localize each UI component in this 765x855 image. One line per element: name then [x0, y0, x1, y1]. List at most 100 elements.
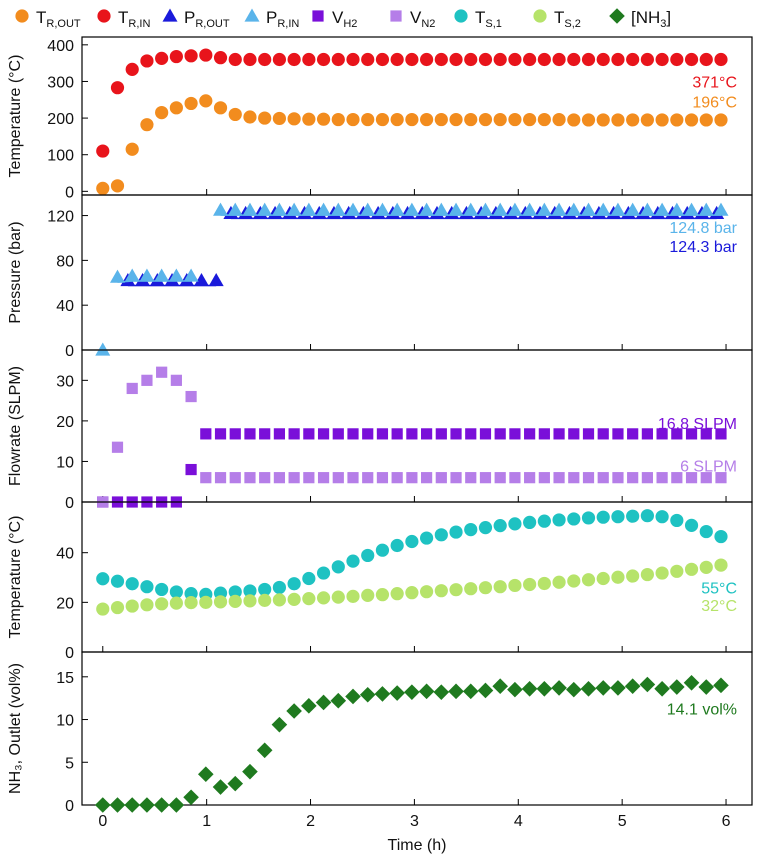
data-point [317, 472, 330, 484]
data-point [477, 682, 494, 699]
legend: TR,OUT TR,IN PR,OUT PR,IN VH2 VN2 TS,1 TS,2 [NH3… [15, 8, 671, 30]
data-point [272, 52, 287, 67]
panel-pressure: 0 40 80 120 Pressure (bar) 124.8 bar 124.3 bar [7, 194, 753, 360]
data-point [479, 472, 492, 484]
data-point [243, 584, 257, 598]
data-point [156, 366, 168, 378]
data-point [109, 269, 125, 283]
data-point [317, 428, 330, 440]
data-point [258, 593, 272, 607]
data-point [419, 585, 434, 599]
legend-subscript: R,IN [277, 18, 299, 30]
data-point [140, 54, 154, 68]
series-[NH3] [94, 674, 729, 813]
data-point [169, 49, 183, 64]
data-point [227, 775, 244, 792]
data-point [553, 428, 565, 440]
data-point [478, 112, 493, 127]
y-tick-label: 0 [65, 343, 74, 360]
data-point [435, 428, 447, 440]
data-point [640, 113, 654, 127]
data-point [494, 472, 506, 484]
data-point [316, 112, 331, 126]
legend-subscript: N2 [421, 18, 435, 30]
data-point [448, 202, 464, 216]
data-point [654, 202, 670, 216]
data-point [345, 202, 361, 216]
data-point [140, 118, 154, 132]
data-point [462, 683, 479, 700]
y-tick-label: 400 [47, 38, 74, 55]
data-point [212, 779, 229, 795]
data-point [537, 576, 551, 591]
data-point [302, 52, 316, 67]
data-point [419, 112, 434, 127]
legend-item: TR,IN [97, 8, 150, 30]
legend-subscript: 3 [660, 18, 666, 30]
legend-symbol: T [475, 8, 485, 27]
legend-tail: ] [666, 8, 671, 27]
y-tick-label: 0 [65, 645, 74, 662]
data-point [494, 428, 506, 440]
data-point [288, 472, 300, 484]
data-point [315, 694, 332, 711]
data-point [193, 273, 209, 287]
data-point [683, 674, 700, 691]
data-point [538, 472, 550, 484]
data-point [185, 390, 197, 403]
annotation: 55°C [701, 580, 737, 597]
y-tick-label: 100 [47, 148, 74, 165]
annotation: 32°C [701, 598, 737, 615]
data-point [213, 595, 228, 609]
data-point [478, 521, 493, 535]
data-point [96, 144, 110, 158]
data-point [567, 113, 581, 127]
data-point [699, 524, 713, 539]
data-point [110, 81, 125, 95]
data-point [700, 428, 712, 440]
data-point [610, 202, 626, 216]
legend-item: VH2 [312, 8, 357, 30]
legend-marker [454, 9, 468, 23]
data-point [684, 52, 699, 67]
data-point [96, 602, 110, 616]
data-point [507, 202, 523, 216]
data-point [406, 472, 418, 484]
data-point [508, 52, 522, 67]
data-point [568, 428, 580, 440]
data-point [655, 566, 669, 580]
annotation: 6 SLPM [680, 459, 737, 476]
x-axis-label: Time (h) [388, 837, 447, 854]
data-point [508, 578, 522, 593]
data-point [493, 519, 507, 533]
data-point [450, 428, 462, 440]
data-point [434, 584, 448, 598]
data-point [155, 582, 169, 597]
data-point [228, 107, 242, 122]
data-point [434, 52, 448, 67]
data-point [551, 202, 567, 216]
data-point [286, 202, 302, 216]
data-point [477, 202, 493, 216]
data-point [183, 268, 199, 282]
data-point [390, 538, 404, 553]
y-axis-label: Temperature (°C) [7, 55, 24, 178]
data-point [155, 597, 169, 611]
data-point [94, 797, 111, 813]
data-point [390, 52, 404, 67]
data-point [170, 374, 182, 386]
data-point [361, 52, 375, 67]
data-point [155, 105, 169, 120]
data-point [213, 51, 228, 65]
legend-label: PR,OUT [184, 8, 230, 30]
legend-item: TR,OUT [15, 8, 81, 30]
data-point [271, 716, 288, 733]
data-point [465, 472, 477, 484]
data-point [655, 113, 669, 127]
data-point [287, 592, 301, 606]
data-point [302, 592, 316, 606]
data-point [567, 512, 581, 526]
data-point [420, 472, 433, 484]
data-point [537, 514, 551, 528]
data-point [715, 428, 727, 440]
